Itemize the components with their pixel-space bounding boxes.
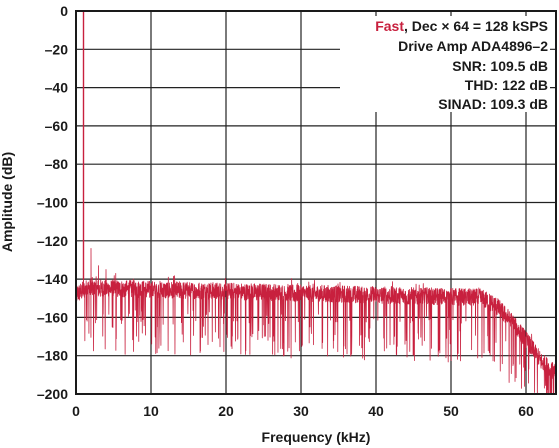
spectrum-trace-group xyxy=(75,10,557,395)
annotation-line-3: SNR: 109.5 dB xyxy=(452,58,548,74)
grid-lines xyxy=(76,11,556,394)
x-axis-title: Frequency (kHz) xyxy=(262,429,371,445)
annotation-line-1-rest: , Dec × 64 = 128 kSPS xyxy=(404,18,548,34)
x-tick-label: 40 xyxy=(368,403,384,419)
y-tick-label: –200 xyxy=(37,386,68,402)
x-tick-labels: 0 10 20 30 40 50 60 xyxy=(72,403,534,419)
x-tick-label: 10 xyxy=(143,403,159,419)
annotation-background xyxy=(340,16,550,112)
annotation-line-4: THD: 122 dB xyxy=(465,77,548,93)
y-tick-labels: 0 –20 –40 –60 –80 –100 –120 –140 –160 –180 –200 xyxy=(37,3,68,402)
y-axis-title: Amplitude (dB) xyxy=(0,152,15,252)
annotation-box: Fast, Dec × 64 = 128 kSPS Drive Amp ADA4… xyxy=(340,16,550,112)
x-tick-label: 50 xyxy=(443,403,459,419)
x-tick-label: 30 xyxy=(293,403,309,419)
plot-frame xyxy=(75,10,557,395)
annotation-line-5: SINAD: 109.3 dB xyxy=(438,96,548,112)
y-tick-label: –80 xyxy=(45,156,69,172)
y-tick-label: –20 xyxy=(45,41,69,57)
spectrum-trace xyxy=(75,10,557,395)
x-tick-label: 20 xyxy=(218,403,234,419)
annotation-accent-text: Fast xyxy=(375,18,404,34)
x-tick-label: 0 xyxy=(72,403,80,419)
annotation-line-2: Drive Amp ADA4896–2 xyxy=(398,38,548,54)
y-tick-label: –100 xyxy=(37,195,68,211)
y-tick-label: –180 xyxy=(37,348,68,364)
y-tick-label: 0 xyxy=(60,3,68,19)
annotation-line-1: Fast, Dec × 64 = 128 kSPS xyxy=(375,18,548,34)
y-tick-label: –60 xyxy=(45,118,69,134)
y-tick-label: –40 xyxy=(45,80,69,96)
x-tick-label: 60 xyxy=(518,403,534,419)
y-tick-label: –140 xyxy=(37,271,68,287)
y-tick-label: –120 xyxy=(37,233,68,249)
y-tick-label: –160 xyxy=(37,309,68,325)
